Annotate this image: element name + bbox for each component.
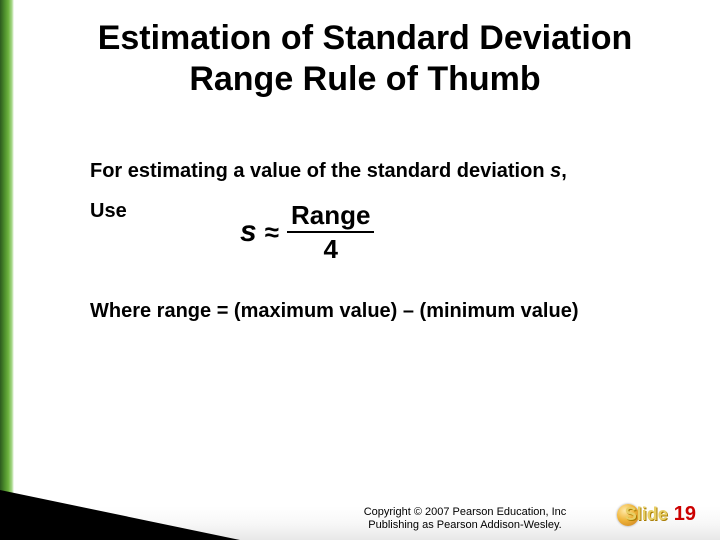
slide-number-group: Slide 19	[617, 503, 696, 526]
lead-prefix: For estimating a value of the standard d…	[90, 160, 550, 182]
bottom-left-wedge	[0, 490, 240, 540]
formula-denominator: 4	[323, 233, 337, 262]
lead-sentence: For estimating a value of the standard d…	[90, 160, 567, 183]
formula-lhs: s	[240, 215, 257, 249]
title-line-1: Estimation of Standard Deviation	[98, 19, 633, 57]
formula: s ≈ Range 4	[240, 202, 374, 262]
slide-container: Estimation of Standard Deviation Range R…	[0, 0, 720, 540]
formula-approx-symbol: ≈	[265, 217, 279, 248]
where-definition: Where range = (maximum value) – (minimum…	[90, 300, 578, 323]
copyright-text: Copyright © 2007 Pearson Education, Inc …	[360, 506, 570, 532]
formula-fraction: Range 4	[287, 202, 374, 262]
left-accent-bar	[0, 0, 14, 540]
slide-title: Estimation of Standard Deviation Range R…	[40, 18, 690, 100]
use-label: Use	[90, 200, 127, 223]
lead-variable-s: s	[550, 160, 561, 182]
lead-suffix: ,	[561, 160, 567, 182]
title-line-2: Range Rule of Thumb	[189, 60, 540, 98]
formula-numerator: Range	[287, 202, 374, 231]
slide-number: 19	[674, 503, 696, 526]
slide-word: Slide	[625, 504, 668, 525]
